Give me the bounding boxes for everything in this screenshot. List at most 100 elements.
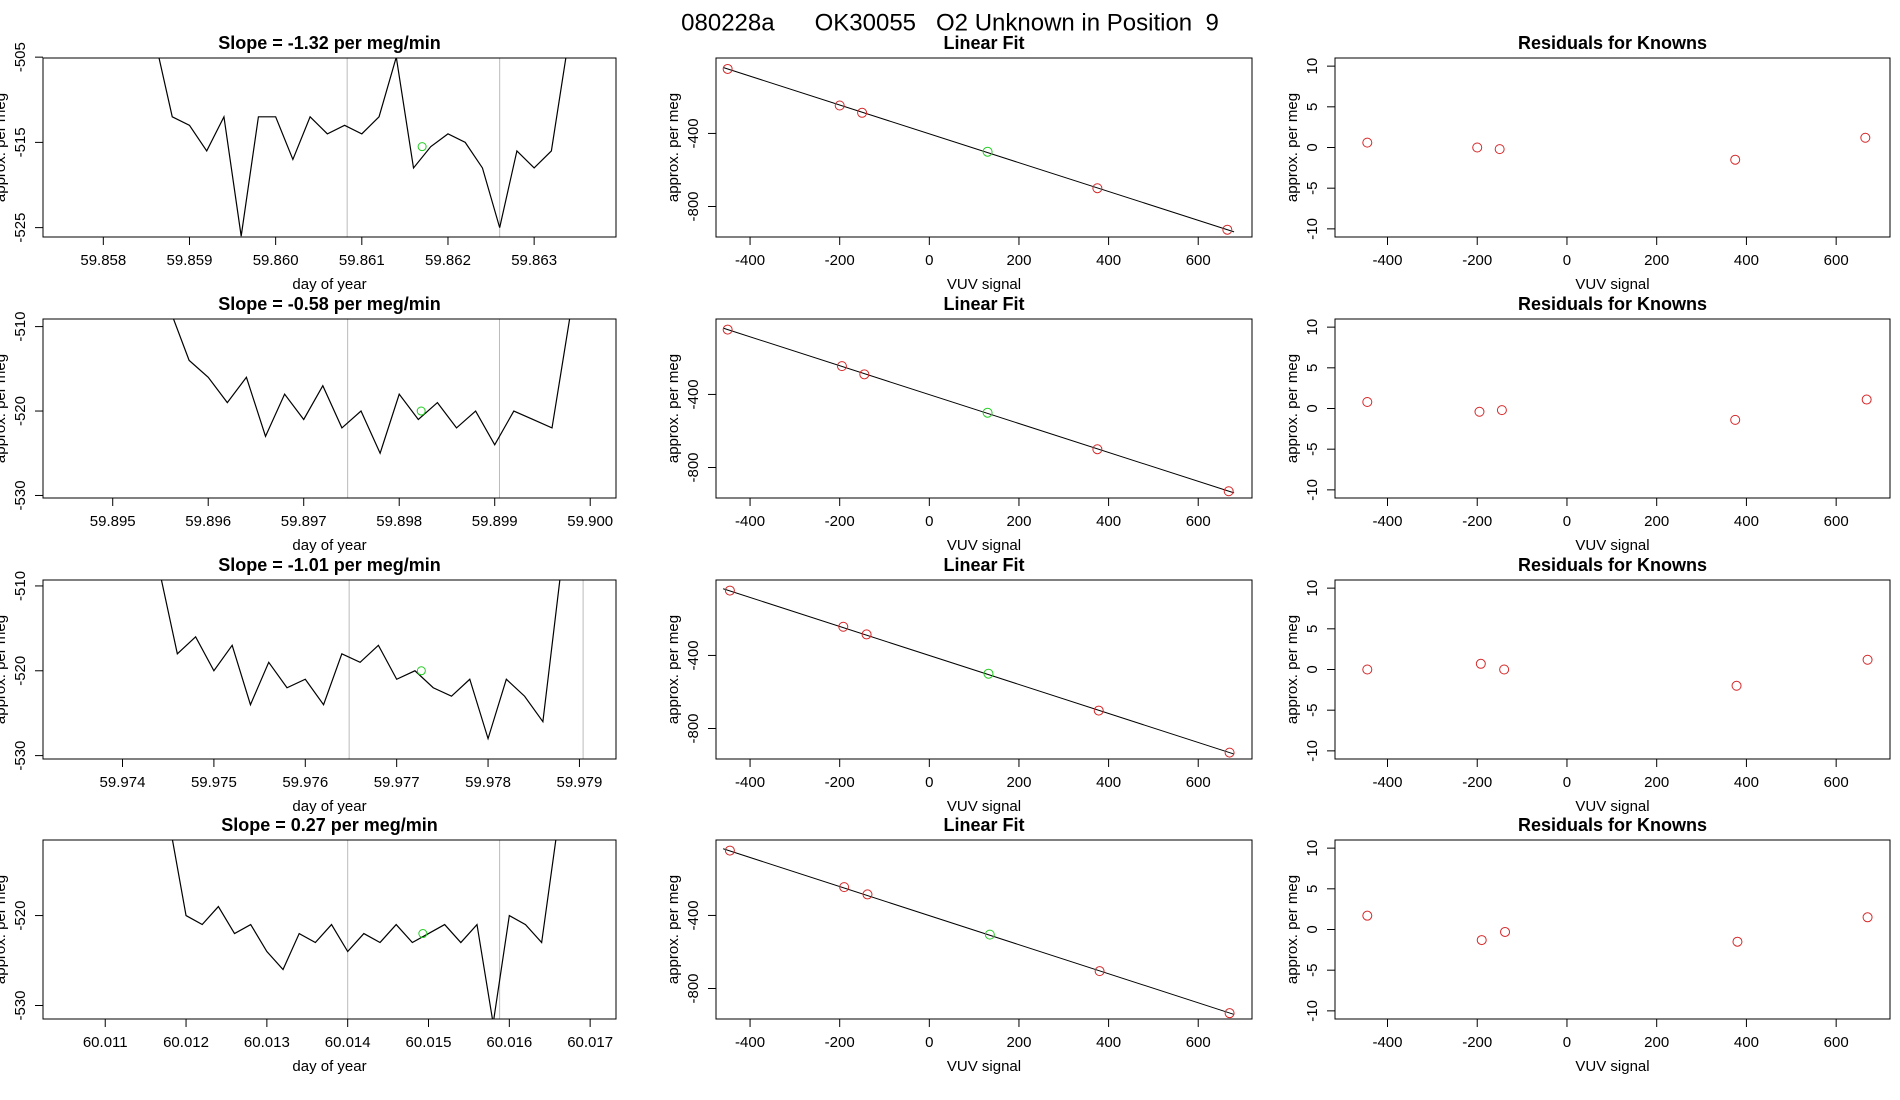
x-tick-label: -400 — [735, 513, 765, 530]
x-tick-label: 59.974 — [100, 774, 146, 791]
x-axis-label: VUV signal — [1575, 276, 1649, 293]
point — [1362, 137, 1373, 148]
x-tick-label: 0 — [925, 252, 933, 269]
panel-title: Linear Fit — [943, 294, 1024, 314]
x-tick-label: 400 — [1734, 513, 1759, 530]
point — [859, 369, 870, 380]
series-line — [172, 319, 571, 455]
y-axis-label: approx. per meg — [665, 875, 682, 984]
x-tick-label: 59.896 — [185, 513, 231, 530]
panel-title: Slope = -0.58 per meg/min — [218, 294, 441, 314]
panel-title: Residuals for Knowns — [1518, 294, 1707, 314]
unknown-point — [418, 929, 428, 939]
point — [982, 146, 993, 157]
x-tick-label: 59.897 — [281, 513, 327, 530]
point — [1730, 414, 1741, 425]
y-tick-label: 0 — [1304, 665, 1321, 673]
x-axis-label: VUV signal — [1575, 798, 1649, 815]
y-tick-label: 10 — [1304, 840, 1321, 857]
plot-frame — [715, 57, 1253, 238]
x-tick-label: 59.858 — [80, 252, 126, 269]
plot-area — [1362, 394, 1872, 425]
point — [984, 929, 995, 940]
x-tick-label: 400 — [1734, 774, 1759, 791]
y-tick-label: 0 — [1304, 404, 1321, 412]
point — [1224, 1008, 1235, 1019]
x-tick-label: 200 — [1644, 774, 1669, 791]
plot-frame — [42, 839, 617, 1020]
x-axis-label: VUV signal — [947, 1058, 1021, 1075]
main-title: 080228a OK30055 O2 Unknown in Position 9 — [681, 9, 1219, 36]
plot-area — [171, 840, 557, 1019]
y-tick-label: -530 — [12, 480, 29, 510]
x-tick-label: 0 — [925, 513, 933, 530]
x-axis-label: day of year — [292, 798, 366, 815]
y-tick-label: 5 — [1304, 625, 1321, 633]
x-tick-label: 600 — [1824, 513, 1849, 530]
x-tick-label: -400 — [1372, 252, 1402, 269]
plot-area — [1362, 654, 1873, 691]
x-axis-label: VUV signal — [1575, 1058, 1649, 1075]
point — [722, 63, 733, 74]
x-tick-label: 59.977 — [374, 774, 420, 791]
x-tick-label: 59.863 — [511, 252, 557, 269]
plot-area — [722, 63, 1235, 235]
point — [1092, 183, 1103, 194]
x-axis-label: day of year — [292, 276, 366, 293]
point — [1222, 224, 1233, 235]
fit-line — [723, 67, 1235, 233]
plot-frame — [42, 57, 617, 238]
point — [1731, 680, 1742, 691]
point — [861, 629, 872, 640]
point — [836, 361, 847, 372]
y-tick-label: -520 — [12, 396, 29, 426]
series-line — [160, 580, 561, 741]
x-tick-label: 59.895 — [90, 513, 136, 530]
panel-title: Linear Fit — [943, 815, 1024, 835]
y-axis-label: approx. per meg — [1284, 354, 1301, 463]
point — [1094, 966, 1105, 977]
point — [1862, 912, 1873, 923]
point — [1500, 926, 1511, 937]
y-tick-label: -515 — [12, 127, 29, 157]
plot-frame — [1334, 579, 1891, 760]
series-line — [158, 58, 567, 237]
fit-line — [723, 848, 1235, 1015]
plot-frame — [715, 579, 1253, 760]
y-tick-label: -10 — [1304, 1000, 1321, 1022]
x-tick-label: 400 — [1096, 513, 1121, 530]
y-tick-label: -800 — [685, 452, 702, 482]
y-axis-label: approx. per meg — [0, 875, 9, 984]
y-tick-label: -525 — [12, 213, 29, 243]
x-tick-label: -400 — [735, 774, 765, 791]
x-tick-label: 0 — [1563, 1034, 1571, 1051]
series-line — [171, 840, 557, 1019]
point — [862, 889, 873, 900]
panel-title: Residuals for Knowns — [1518, 815, 1707, 835]
point — [834, 100, 845, 111]
unknown-point — [416, 666, 426, 676]
plot-area — [1362, 910, 1873, 947]
point — [839, 882, 850, 893]
x-tick-label: 200 — [1006, 513, 1031, 530]
point — [982, 407, 993, 418]
point — [1362, 396, 1373, 407]
x-tick-label: 600 — [1186, 774, 1211, 791]
y-axis-label: approx. per meg — [665, 615, 682, 724]
plot-frame — [42, 318, 617, 499]
point — [1362, 910, 1373, 921]
y-tick-label: -400 — [685, 640, 702, 670]
x-tick-label: -400 — [735, 1034, 765, 1051]
y-tick-label: -510 — [12, 571, 29, 601]
x-tick-label: 0 — [1563, 252, 1571, 269]
y-tick-label: -530 — [12, 990, 29, 1020]
y-tick-label: -5 — [1304, 964, 1321, 977]
x-axis-label: VUV signal — [947, 276, 1021, 293]
y-tick-label: -5 — [1304, 182, 1321, 195]
x-tick-label: -200 — [1462, 513, 1492, 530]
y-tick-label: -530 — [12, 741, 29, 771]
point — [1861, 394, 1872, 405]
x-tick-label: 59.860 — [253, 252, 299, 269]
y-tick-label: 5 — [1304, 364, 1321, 372]
